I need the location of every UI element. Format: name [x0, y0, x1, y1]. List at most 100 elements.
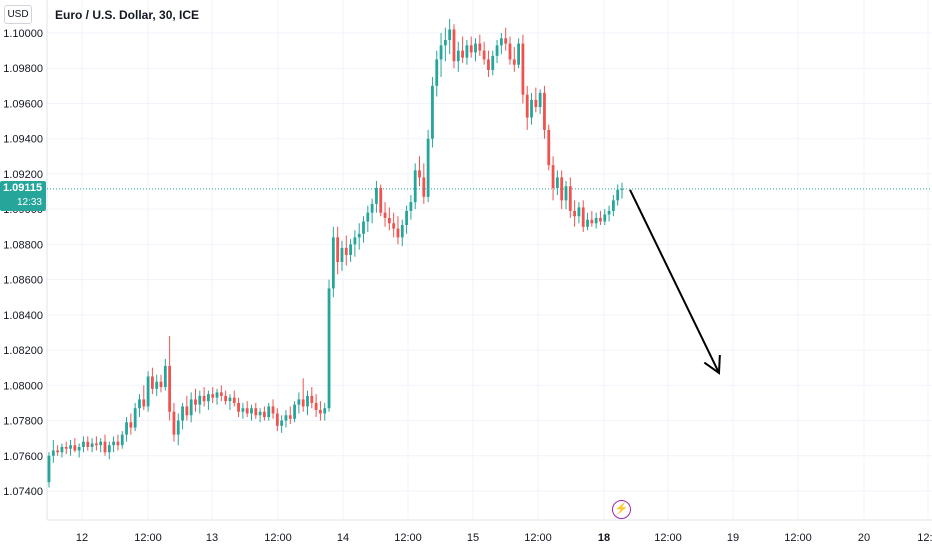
candle-body	[73, 445, 77, 451]
candle-body	[94, 443, 98, 446]
candle	[64, 441, 68, 455]
candle	[396, 216, 400, 245]
candle-body	[392, 223, 396, 229]
candle-body	[263, 411, 266, 418]
lightning-icon[interactable]: ⚡	[612, 500, 631, 519]
candle	[551, 156, 555, 201]
candle	[594, 212, 598, 229]
candle	[73, 438, 77, 453]
candle	[478, 34, 482, 56]
candle-body	[418, 170, 421, 178]
candle	[51, 439, 55, 463]
candle-body	[198, 395, 202, 405]
candle-body	[207, 394, 210, 402]
candle	[603, 209, 607, 226]
candle	[349, 239, 352, 262]
candle	[224, 390, 228, 405]
candle-body	[336, 237, 340, 262]
candle-body	[344, 247, 348, 255]
candle-body	[409, 202, 413, 211]
candle	[465, 40, 469, 65]
candle	[112, 436, 116, 453]
candle-body	[560, 177, 564, 201]
candle	[284, 409, 288, 428]
candle	[521, 34, 525, 104]
currency-button[interactable]: USD	[4, 5, 32, 24]
candle-body	[599, 217, 602, 222]
candle-body	[168, 365, 172, 412]
price-tick-label: 1.07600	[3, 451, 43, 463]
candle-body	[362, 221, 365, 234]
candle-body	[267, 406, 271, 418]
time-tick-label: 18	[598, 532, 610, 544]
candle	[375, 180, 378, 213]
candle	[207, 390, 210, 410]
price-tick-label: 1.08000	[3, 380, 43, 392]
candle	[568, 177, 572, 218]
candle-body	[620, 188, 624, 190]
candle	[314, 394, 318, 418]
candle	[219, 385, 223, 402]
candle-body	[469, 45, 473, 53]
candle-body	[254, 408, 258, 416]
candle	[547, 124, 551, 171]
candle	[116, 434, 120, 451]
candle-body	[202, 395, 206, 402]
candle	[293, 401, 296, 423]
candle	[331, 226, 335, 298]
candle-body	[543, 92, 546, 130]
candle-body	[176, 420, 180, 435]
candle	[232, 390, 236, 407]
candle	[435, 50, 439, 97]
candle-body	[375, 188, 378, 204]
candle-body	[159, 381, 163, 388]
candle	[607, 205, 611, 222]
candle-body	[142, 399, 146, 407]
candles	[47, 18, 624, 488]
candle	[60, 443, 64, 458]
candle	[176, 413, 180, 446]
candle-body	[60, 446, 64, 453]
candle	[370, 198, 374, 224]
candle-body	[103, 441, 107, 453]
candle	[198, 390, 202, 414]
time-tick-label: 12:0	[917, 532, 932, 544]
candle-body	[452, 29, 456, 62]
candle-body	[129, 422, 133, 428]
candle	[443, 27, 447, 62]
candle	[482, 41, 486, 65]
candle-body	[310, 395, 314, 403]
time-tick-label: 12:00	[264, 532, 292, 544]
time-tick-label: 12:00	[394, 532, 422, 544]
candle	[534, 87, 538, 113]
candle	[336, 226, 340, 275]
candle	[452, 24, 456, 69]
candle	[142, 385, 146, 410]
candle	[517, 38, 521, 69]
candle	[508, 36, 512, 65]
candle-body	[383, 212, 387, 218]
candle-body	[327, 288, 331, 409]
candle	[254, 402, 258, 419]
arrow-shaft	[629, 189, 720, 374]
candle	[474, 38, 477, 62]
candle	[353, 230, 357, 257]
candle	[538, 89, 542, 115]
candle	[228, 394, 232, 410]
candle	[426, 129, 430, 203]
candle-body	[86, 441, 90, 447]
candle-body	[237, 402, 240, 412]
candle-body	[482, 50, 486, 60]
candle	[185, 395, 189, 421]
candle-body	[422, 177, 426, 197]
drawn-arrow-annotation[interactable]	[629, 189, 721, 375]
candle	[344, 235, 348, 266]
symbol-legend[interactable]: Euro / U.S. Dollar, 30, ICE	[55, 8, 200, 22]
candle	[392, 212, 396, 238]
candle	[202, 387, 206, 407]
candle	[379, 184, 383, 217]
price-tick-label: 1.09800	[3, 63, 43, 75]
candle-body	[435, 59, 439, 86]
candle	[258, 408, 262, 423]
